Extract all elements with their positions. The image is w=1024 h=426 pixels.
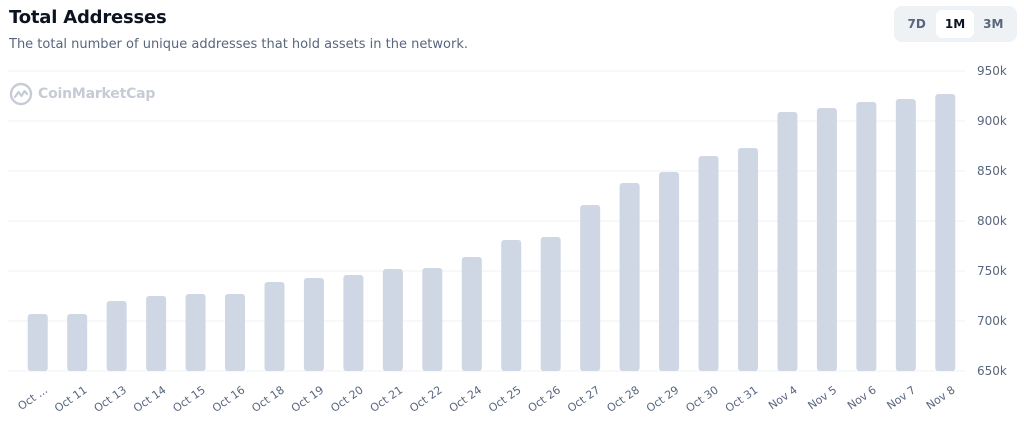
bar[interactable]	[422, 268, 443, 371]
bar[interactable]	[619, 183, 640, 371]
x-tick-label: Oct 30	[683, 383, 720, 415]
bar[interactable]	[382, 269, 403, 371]
x-tick-label: Oct 21	[368, 383, 405, 415]
y-tick-label: 800k	[977, 214, 1007, 228]
bar[interactable]	[856, 102, 877, 371]
x-tick-label: Nov 5	[806, 383, 840, 412]
x-tick-label: Oct 29	[644, 383, 681, 415]
x-tick-label: Nov 8	[924, 383, 958, 412]
y-axis-ticks: 950k 900k 850k 800k 750k 700k 650k	[977, 64, 1007, 378]
bar[interactable]	[580, 205, 601, 371]
bar[interactable]	[303, 278, 324, 371]
x-tick-label: Oct 16	[210, 383, 247, 415]
x-tick-label: Oct 20	[328, 383, 365, 415]
bar[interactable]	[225, 294, 246, 371]
y-tick-label: 850k	[977, 164, 1007, 178]
x-tick-label: Oct 22	[407, 383, 444, 415]
x-tick-label: Oct ...	[16, 383, 51, 413]
y-tick-label: 950k	[977, 64, 1007, 78]
coinmarketcap-watermark: CoinMarketCap	[9, 82, 155, 106]
bar[interactable]	[146, 296, 167, 371]
x-tick-label: Oct 25	[486, 383, 523, 415]
x-tick-label: Nov 6	[845, 383, 879, 412]
x-tick-label: Nov 4	[766, 383, 800, 412]
bar[interactable]	[343, 275, 364, 371]
range-7d-button[interactable]: 7D	[898, 10, 935, 38]
bar[interactable]	[501, 240, 522, 371]
y-tick-label: 750k	[977, 264, 1007, 278]
x-tick-label: Oct 19	[289, 383, 326, 415]
x-tick-label: Oct 14	[131, 383, 168, 415]
x-tick-label: Oct 26	[526, 383, 563, 415]
x-tick-label: Oct 27	[565, 383, 602, 415]
bar[interactable]	[816, 108, 837, 371]
y-tick-label: 700k	[977, 314, 1007, 328]
bar[interactable]	[895, 99, 916, 371]
x-tick-label: Nov 7	[884, 383, 918, 412]
x-tick-label: Oct 28	[605, 383, 642, 415]
x-axis-ticks: Oct ... Oct 11 Oct 13 Oct 14 Oct 15 Oct 16 Oct…	[16, 383, 958, 415]
y-tick-label: 900k	[977, 114, 1007, 128]
bar[interactable]	[659, 172, 680, 371]
watermark-text: CoinMarketCap	[38, 86, 156, 102]
y-tick-label: 650k	[977, 364, 1007, 378]
x-tick-label: Oct 11	[52, 383, 89, 415]
bar[interactable]	[185, 294, 206, 371]
x-tick-label: Oct 15	[171, 383, 208, 415]
range-3m-button[interactable]: 3M	[975, 10, 1012, 38]
bar[interactable]	[540, 237, 561, 371]
range-1m-button[interactable]: 1M	[936, 10, 974, 38]
chart-title: Total Addresses	[9, 7, 167, 28]
chart-subtitle: The total number of unique addresses tha…	[9, 37, 468, 52]
bar[interactable]	[67, 314, 88, 371]
bar[interactable]	[461, 257, 482, 371]
bar[interactable]	[935, 94, 956, 371]
bar[interactable]	[264, 282, 285, 371]
coinmarketcap-logo-icon	[9, 82, 33, 106]
x-tick-label: Oct 31	[723, 383, 760, 415]
x-tick-label: Oct 24	[447, 383, 484, 415]
bar[interactable]	[698, 156, 719, 371]
bar[interactable]	[777, 112, 798, 371]
x-tick-label: Oct 13	[92, 383, 129, 415]
bar[interactable]	[106, 301, 127, 371]
time-range-selector: 7D 1M 3M	[894, 6, 1017, 42]
x-tick-label: Oct 18	[249, 383, 286, 415]
bar[interactable]	[27, 314, 48, 371]
bars	[27, 94, 956, 371]
grid-lines	[8, 70, 965, 372]
bar[interactable]	[737, 148, 758, 371]
